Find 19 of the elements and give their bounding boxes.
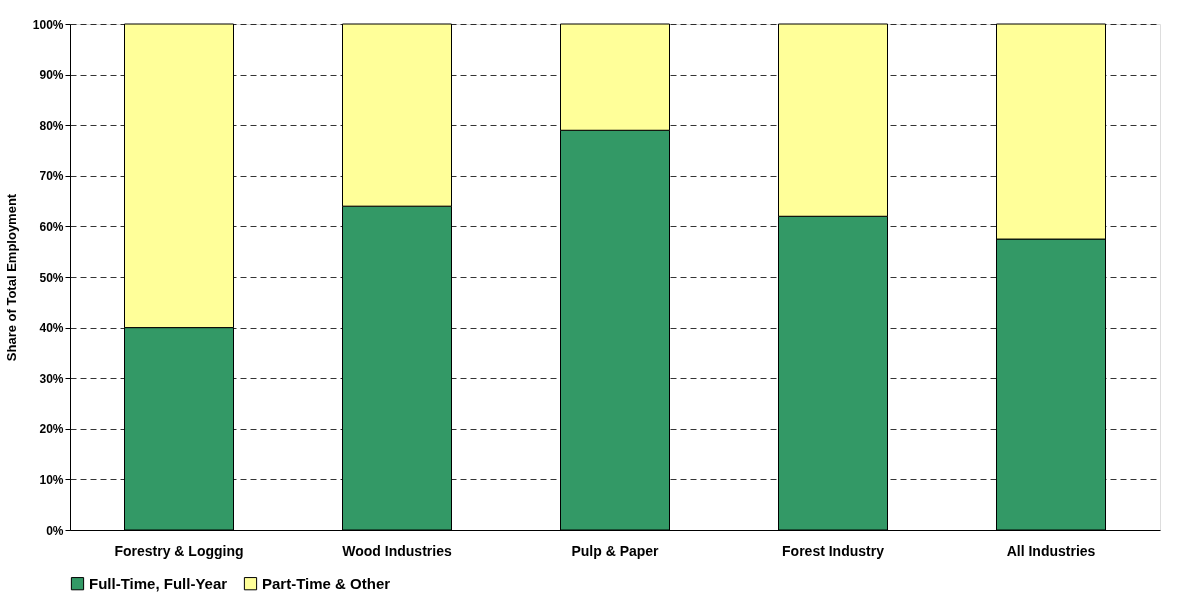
y-tick-label: 0% <box>46 523 64 538</box>
y-tick-label: 10% <box>39 472 64 487</box>
y-tick-label: 20% <box>39 422 64 437</box>
x-tick-label: Pulp & Paper <box>571 542 660 559</box>
y-tick-label: 50% <box>39 270 64 285</box>
y-tick-label: 70% <box>39 169 64 184</box>
legend-label: Part-Time & Other <box>262 574 391 592</box>
x-tick-label: Forest Industry <box>782 542 885 559</box>
legend-label: Full-Time, Full-Year <box>89 574 228 592</box>
x-tick-label: Wood Industries <box>342 542 452 559</box>
y-tick-label: 80% <box>39 118 64 133</box>
y-tick-label: 60% <box>39 219 64 234</box>
x-tick-label: All Industries <box>1006 542 1096 559</box>
y-tick-label: 40% <box>39 321 64 336</box>
y-axis-title: Share of Total Employment <box>3 193 19 362</box>
y-tick-label: 90% <box>39 68 64 83</box>
x-tick-label: Forestry & Logging <box>114 542 244 559</box>
y-tick-label: 30% <box>39 371 64 386</box>
y-tick-label: 100% <box>32 17 64 32</box>
